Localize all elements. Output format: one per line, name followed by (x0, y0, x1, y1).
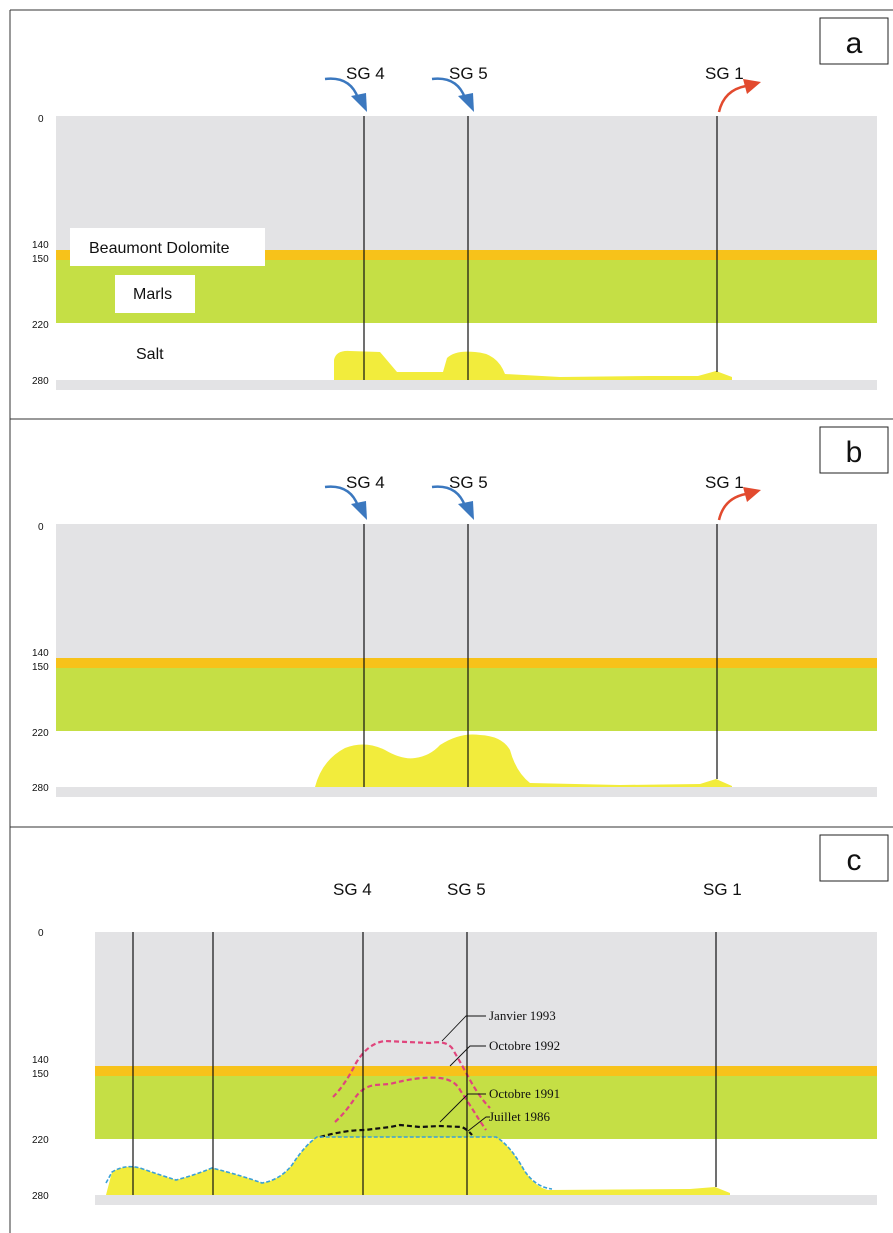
annotation-label: Octobre 1991 (489, 1086, 560, 1101)
marls-label-box (115, 275, 195, 313)
depth-tick: 150 (32, 1069, 49, 1080)
panel-letter-box (819, 17, 889, 65)
depth-tick: 150 (32, 662, 49, 673)
depth-tick: 220 (32, 320, 49, 331)
annotation-label: Janvier 1993 (489, 1008, 556, 1023)
panel-letter: a (846, 27, 863, 60)
injection-arrow-sg5 (431, 77, 474, 112)
overburden-layer (95, 932, 877, 1066)
annotation-label: Juillet 1986 (489, 1109, 551, 1124)
outline-juillet-1986 (105, 1136, 553, 1190)
annotation-leaders (439, 1015, 490, 1132)
panel-letter: c (847, 844, 862, 877)
depth-tick: 140 (32, 240, 49, 251)
panel-c: 0 140 150 220 280 Janvier 1993 Octobre 1… (32, 834, 889, 1205)
wells (363, 116, 718, 380)
dolomite-label-box (70, 228, 265, 266)
injection-arrow-sg4 (324, 485, 367, 520)
depth-tick: 0 (38, 522, 44, 533)
outline-janvier-1993 (332, 1039, 491, 1109)
base-layer (56, 787, 877, 797)
outline-octobre-1992 (334, 1076, 487, 1131)
depth-axis: 0 140 150 220 280 (32, 928, 49, 1202)
well-label-sg1: SG 1 (705, 473, 744, 492)
salt-cavity (334, 350, 732, 380)
injection-arrow-sg5 (431, 485, 474, 520)
panel-a: 0 140 150 220 280 Beaumont Dolomite Marl… (32, 17, 889, 390)
depth-tick: 140 (32, 1055, 49, 1066)
well-label-sg4: SG 4 (346, 64, 385, 83)
depth-tick: 280 (32, 1191, 49, 1202)
wells (363, 524, 718, 787)
salt-cavity (315, 734, 732, 787)
well-label-sg1: SG 1 (703, 880, 742, 899)
base-layer (56, 380, 877, 390)
annotation-label: Octobre 1992 (489, 1038, 560, 1053)
depth-tick: 150 (32, 254, 49, 265)
well-label-sg4: SG 4 (346, 473, 385, 492)
dolomite-layer (95, 1066, 877, 1076)
salt-label: Salt (136, 346, 164, 363)
depth-tick: 280 (32, 783, 49, 794)
well-label-sg5: SG 5 (449, 473, 488, 492)
panel-frames (9, 9, 893, 1233)
salt-cavity (106, 1137, 730, 1195)
depth-tick: 140 (32, 648, 49, 659)
depth-axis: 0 140 150 220 280 (32, 522, 49, 794)
extraction-arrow-sg1 (717, 487, 761, 521)
panel-b: 0 140 150 220 280 SG 4 SG 5 SG 1 b (32, 426, 889, 797)
depth-tick: 0 (38, 114, 44, 125)
overburden-layer (56, 524, 877, 658)
depth-tick: 220 (32, 1135, 49, 1146)
depth-axis: 0 140 150 220 280 (32, 114, 49, 387)
injection-arrow-sg4 (324, 77, 367, 112)
wells (132, 932, 717, 1195)
depth-tick: 220 (32, 728, 49, 739)
depth-tick: 0 (38, 928, 44, 939)
well-label-sg5: SG 5 (447, 880, 486, 899)
depth-tick: 280 (32, 376, 49, 387)
marls-label: Marls (133, 286, 172, 303)
panel-letter-box (819, 426, 889, 474)
outline-octobre-1991 (319, 1123, 473, 1139)
extraction-arrow-sg1 (717, 79, 761, 113)
marls-layer (56, 668, 877, 731)
dolomite-layer (56, 250, 877, 260)
well-label-sg4: SG 4 (333, 880, 372, 899)
well-label-sg1: SG 1 (705, 64, 744, 83)
panel-letter: b (846, 436, 863, 469)
dolomite-label: Beaumont Dolomite (89, 240, 230, 257)
base-layer (95, 1195, 877, 1205)
panel-letter-box (819, 834, 889, 882)
dolomite-layer (56, 658, 877, 668)
overburden-layer (56, 116, 877, 250)
well-label-sg5: SG 5 (449, 64, 488, 83)
